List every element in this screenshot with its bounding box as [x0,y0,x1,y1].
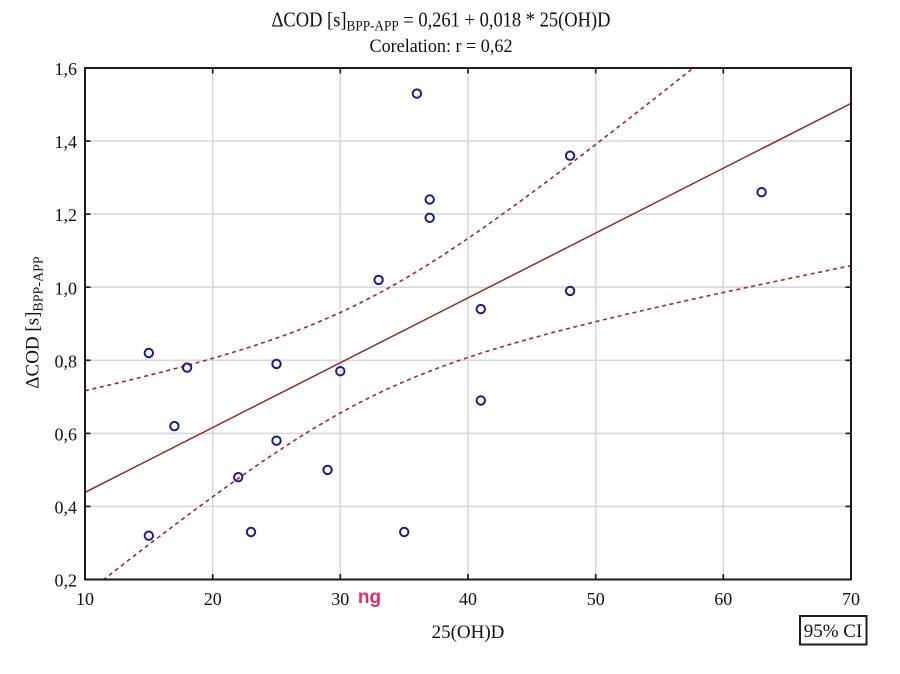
svg-text:25(OH)D: 25(OH)D [432,622,505,643]
svg-text:1,2: 1,2 [55,205,78,225]
svg-text:70: 70 [842,589,860,609]
svg-text:30: 30 [331,589,349,609]
svg-text:ng: ng [358,587,381,608]
svg-text:ΔCOD [s]BPP-APP = 0,261 + 0,01: ΔCOD [s]BPP-APP = 0,261 + 0,018 * 25(OH)… [272,8,611,35]
svg-text:1,6: 1,6 [55,59,78,79]
svg-text:0,6: 0,6 [55,425,78,445]
svg-text:10: 10 [76,589,94,609]
svg-text:Corelation: r = 0,62: Corelation: r = 0,62 [370,36,513,57]
svg-text:1,0: 1,0 [55,278,78,298]
svg-text:0,2: 0,2 [55,571,78,591]
svg-text:0,8: 0,8 [55,351,78,371]
svg-text:60: 60 [714,589,732,609]
svg-text:1,4: 1,4 [55,132,78,152]
svg-text:95% CI: 95% CI [804,621,863,642]
svg-text:20: 20 [204,589,222,609]
svg-text:40: 40 [459,589,477,609]
svg-text:0,4: 0,4 [55,498,78,518]
svg-text:50: 50 [587,589,605,609]
